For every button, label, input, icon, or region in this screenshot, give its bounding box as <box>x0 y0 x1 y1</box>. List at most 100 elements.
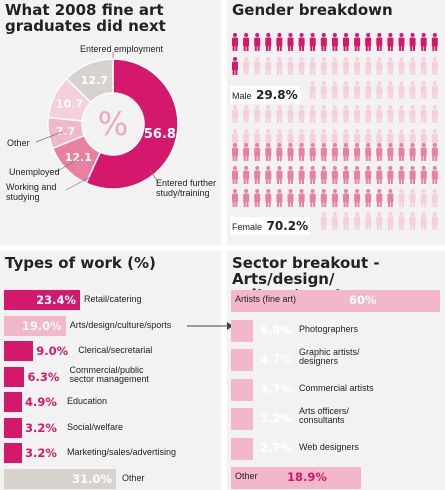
male-person-icon <box>232 57 238 75</box>
work-bar <box>4 290 80 310</box>
female-person-icon <box>398 212 405 230</box>
male-person-icon <box>243 57 250 75</box>
female-person-icon <box>354 189 361 207</box>
female-person-icon <box>309 189 316 207</box>
female-person-icon <box>276 166 283 184</box>
female-person-icon <box>387 212 394 230</box>
male-person-icon <box>287 105 294 123</box>
female-person-icon <box>354 212 361 230</box>
outcomes-panel <box>0 0 221 245</box>
male-person-icon <box>243 33 250 51</box>
work-bar-label: Arts/design/culture/sports <box>69 319 172 330</box>
male-pct: 29.8% <box>255 88 298 102</box>
male-person-icon <box>287 57 294 75</box>
sector-bar-value: 60% <box>349 293 377 307</box>
female-person-icon <box>343 166 349 184</box>
male-caption: Male 29.8% <box>230 86 300 104</box>
male-person-icon <box>354 105 361 123</box>
female-person-icon <box>320 189 327 207</box>
female-person-icon <box>398 189 405 207</box>
female-person-icon <box>320 166 327 184</box>
sector-bar <box>231 437 253 460</box>
male-person-icon <box>254 57 261 75</box>
outcomes-title: What 2008 fine art graduates did next <box>5 1 166 36</box>
male-person-icon <box>309 105 316 123</box>
male-person-icon <box>298 105 305 123</box>
work-bar <box>4 341 34 361</box>
work-bar <box>4 392 22 412</box>
male-person-icon <box>376 33 383 51</box>
female-person-icon <box>354 143 361 161</box>
male-person-icon <box>387 33 394 51</box>
male-person-icon <box>343 105 349 123</box>
sector-bar <box>231 290 440 312</box>
work-bar-value: 3.2% <box>25 420 57 435</box>
sector-bar <box>231 319 253 342</box>
sector-bar-row: 18.9% Other <box>231 467 441 489</box>
sector-bar-value: 18.9% <box>287 470 327 484</box>
female-person-icon <box>431 212 438 230</box>
male-person-icon <box>431 57 438 75</box>
female-person-icon <box>298 166 305 184</box>
female-person-icon <box>420 166 427 184</box>
female-person-icon <box>431 189 438 207</box>
female-person-icon <box>343 212 349 230</box>
female-person-icon <box>287 189 294 207</box>
female-person-icon <box>354 166 361 184</box>
female-person-icon <box>265 166 272 184</box>
sector-bar-label: Photographers <box>299 323 359 334</box>
female-caption: Female 70.2% <box>230 217 311 235</box>
work-bar-row: 19.0% Arts/design/culture/sports <box>4 315 219 336</box>
female-person-icon <box>376 143 383 161</box>
work-bar-label: Marketing/sales/advertising <box>67 447 177 457</box>
work-bar-value: 6.3% <box>27 369 60 384</box>
male-person-icon <box>276 105 283 123</box>
sector-bar <box>231 408 253 430</box>
male-label: Male <box>232 91 252 101</box>
female-person-icon <box>243 189 250 207</box>
work-bar-value: 23.4% <box>36 293 76 307</box>
sector-bar-value: 6.8% <box>260 322 292 337</box>
male-person-icon <box>343 33 349 51</box>
male-person-icon <box>409 81 416 99</box>
male-person-icon <box>365 81 372 99</box>
arrow-connector <box>187 322 233 330</box>
work-bar-row: 6.3% Commercial/public sector management <box>4 365 219 387</box>
work-bar-label: Clerical/secretarial <box>78 345 153 355</box>
label-working-studying: Working and studying <box>6 182 57 203</box>
work-bar-value: 19.0% <box>21 318 62 333</box>
leader-line-unemployed <box>55 157 81 173</box>
male-person-icon <box>265 33 272 51</box>
female-person-icon <box>276 189 283 207</box>
male-person-icon <box>420 105 427 123</box>
male-person-icon <box>298 33 305 51</box>
female-person-icon <box>398 166 405 184</box>
female-person-icon <box>232 166 238 184</box>
work-bar-value: 9.0% <box>36 344 69 358</box>
female-person-icon <box>365 189 372 207</box>
female-person-icon <box>343 189 349 207</box>
label-unemployed: Unemployed <box>9 167 60 177</box>
male-person-icon <box>243 105 250 123</box>
male-person-icon <box>376 81 383 99</box>
female-person-icon <box>409 212 416 230</box>
female-person-icon <box>331 189 338 207</box>
female-person-icon <box>265 189 272 207</box>
female-person-icon <box>331 166 338 184</box>
male-person-icon <box>320 57 327 75</box>
female-person-icon <box>331 143 338 161</box>
male-person-icon <box>420 33 427 51</box>
male-person-icon <box>387 105 394 123</box>
label-entered-employment: Entered employment <box>80 44 164 54</box>
male-person-icon <box>420 81 427 99</box>
female-person-icon <box>431 166 438 184</box>
donut-value-other: 12.7 <box>81 74 108 87</box>
label-other: Other <box>7 138 30 148</box>
male-person-icon <box>320 33 327 51</box>
work-bar-row: 4.9% Education <box>4 392 219 412</box>
sector-bar <box>231 349 253 371</box>
male-person-icon <box>409 105 416 123</box>
male-person-icon <box>298 57 305 75</box>
female-person-icon <box>232 143 238 161</box>
donut-slice-other <box>65 58 114 104</box>
